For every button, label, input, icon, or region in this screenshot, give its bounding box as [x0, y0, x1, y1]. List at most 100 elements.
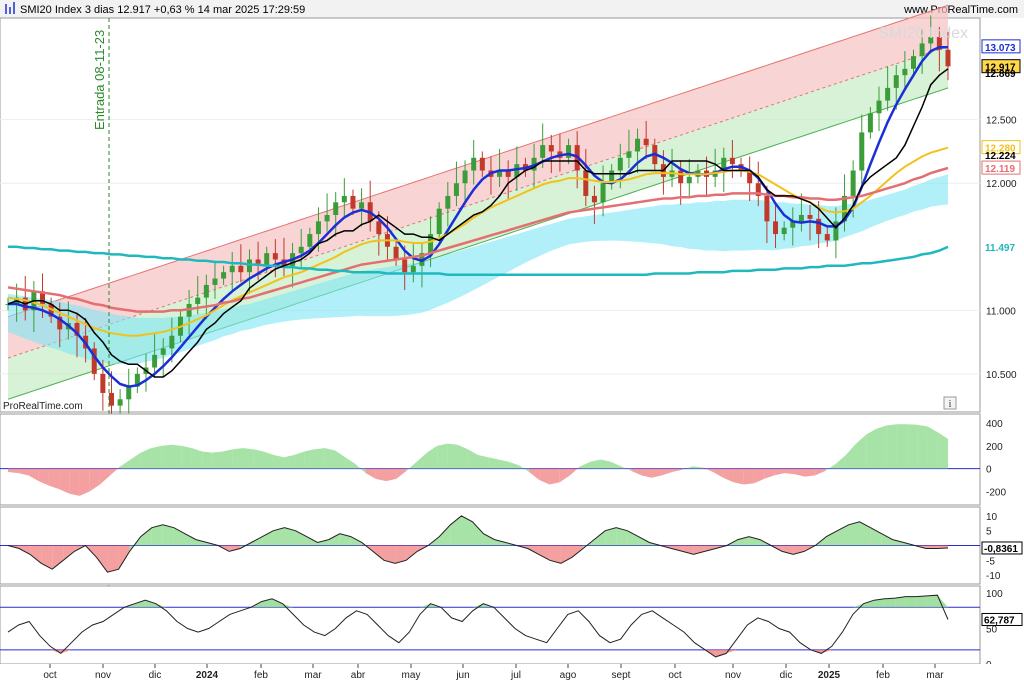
oscillator_2-last-box	[981, 541, 1023, 555]
oscillator_1-area-segment	[355, 464, 366, 474]
oscillator_1-area-segment	[672, 468, 683, 473]
candle-body	[212, 278, 218, 285]
candle-body	[600, 183, 606, 203]
oscillator_1-area-segment	[191, 448, 203, 469]
oscillator_1-area-segment	[314, 448, 325, 469]
candle-body	[324, 215, 330, 222]
oscillator_1-area-segment	[222, 449, 233, 469]
oscillator_1-area-segment	[733, 468, 744, 485]
oscillator_1-area-segment	[18, 468, 29, 476]
oscillator_3-overbought-fill	[155, 603, 167, 608]
oscillator_2-area-segment	[151, 524, 163, 546]
candle-body	[911, 56, 917, 69]
chart-title: SMI20 Index 3 dias 12.917 +0,63 % 14 mar…	[20, 4, 305, 16]
oscillator_3-last-box	[981, 612, 1023, 626]
time-tick-label: oct	[43, 670, 57, 681]
oscillator_3-oversold-fill	[726, 649, 737, 654]
candle-body	[39, 291, 45, 304]
oscillator_1-area-segment	[467, 449, 478, 469]
oscillator_2-area-segment	[184, 533, 196, 546]
time-axis: oct nov dic 2024 feb mar abr may jun jul ago sept oc…	[0, 664, 1024, 683]
oscillator_1-area-segment	[437, 443, 448, 469]
oscillator_3-overbought-fill	[272, 598, 283, 608]
candle-body	[221, 272, 227, 279]
candle-body	[497, 170, 503, 177]
price-tick-label: 12.500	[986, 116, 1017, 127]
time-axis-bg	[0, 664, 1024, 683]
oscillator_1-area-segment	[529, 468, 540, 480]
candle-body	[583, 170, 589, 196]
oscillator_1-area-segment	[365, 468, 376, 479]
time-tick-label: 2024	[196, 670, 219, 681]
oscillator_2-line	[7, 515, 949, 573]
oscillator_1-area-segment	[181, 445, 192, 469]
time-tick-label: jul	[510, 670, 521, 681]
candle-body	[315, 221, 321, 235]
price-tag-label: 12.917	[985, 63, 1016, 74]
oscillator_3-overbought-fill	[884, 598, 896, 608]
oscillator_3-overbought-fill	[905, 596, 917, 608]
oscillator_1-area-segment	[253, 449, 264, 469]
price-tag-box	[981, 59, 1021, 74]
oscillator_1-area-segment	[48, 468, 60, 490]
time-tick-label: feb	[254, 670, 268, 681]
candle-body	[729, 157, 735, 165]
oscillator_1-area-segment	[304, 449, 315, 469]
oscillator_1-area-segment	[263, 451, 274, 469]
oscillator_3-tick-label: 100	[986, 589, 1003, 600]
oscillator_2-area-segment	[704, 545, 716, 552]
oscillator_2-area-segment	[251, 536, 263, 546]
oscillator_1-area-segment	[375, 468, 387, 482]
candle-body	[57, 316, 63, 330]
candle-body	[945, 49, 951, 67]
candle-body	[126, 386, 132, 400]
candle-body	[928, 37, 934, 44]
oscillator_2-area-segment	[627, 530, 639, 546]
oscillator_1-area-segment	[917, 424, 928, 469]
oscillator_3-oversold-fill	[715, 649, 727, 657]
time-tick-label: abr	[351, 670, 366, 681]
oscillator-1-panel: 400 200 0 -200	[0, 413, 1006, 506]
oscillator_2-area-segment	[229, 545, 241, 552]
oscillator-3-panel: 10050062,787	[0, 585, 1023, 671]
oscillator_2-area-segment	[848, 521, 860, 546]
oscillator_1-area-segment	[682, 466, 693, 470]
oscillator_1-area-segment	[99, 468, 111, 485]
oscillator_2-area-segment	[284, 527, 296, 546]
info-icon[interactable]: i	[943, 396, 957, 410]
price-tag: 12.869	[985, 69, 1016, 80]
oscillator_1-area-segment	[774, 468, 785, 476]
oscillator_2-area-segment	[339, 533, 351, 546]
candle-body	[195, 297, 201, 304]
candle-body	[816, 218, 822, 235]
channel-top-line	[7, 4, 949, 318]
oscillator_1-area-segment	[488, 457, 499, 469]
time-tick-label: feb	[876, 670, 890, 681]
oscillator_1-area-segment	[815, 468, 826, 476]
oscillator_2-area-segment	[549, 545, 561, 564]
candle-body	[152, 354, 158, 368]
oscillator_2-area-segment	[395, 545, 407, 564]
oscillator_1-area-segment	[8, 468, 19, 474]
candle-body	[919, 43, 925, 57]
candle-body	[298, 246, 304, 254]
candle-body	[876, 100, 882, 114]
oscillator_2-area-segment	[859, 521, 871, 546]
time-tick-label: dic	[149, 670, 162, 681]
oscillator_1-area-segment	[794, 468, 805, 477]
time-tick-label: 2025	[818, 670, 841, 681]
oscillator_1-area-segment	[110, 466, 121, 476]
oscillator_1-area-segment	[324, 448, 335, 469]
candle-body	[833, 221, 839, 241]
oscillator_2-area-segment	[616, 527, 628, 546]
oscillator_2-area-segment	[372, 545, 384, 561]
oscillator_1-area-segment	[702, 467, 713, 473]
time-tick-label: ago	[560, 670, 577, 681]
oscillator_1-area-segment	[130, 452, 141, 469]
candle-body	[436, 208, 442, 235]
candle-body	[755, 183, 761, 196]
oscillator_2-area-segment	[41, 545, 53, 570]
candle-body	[824, 234, 830, 241]
price-tag: 11.497	[985, 243, 1015, 254]
